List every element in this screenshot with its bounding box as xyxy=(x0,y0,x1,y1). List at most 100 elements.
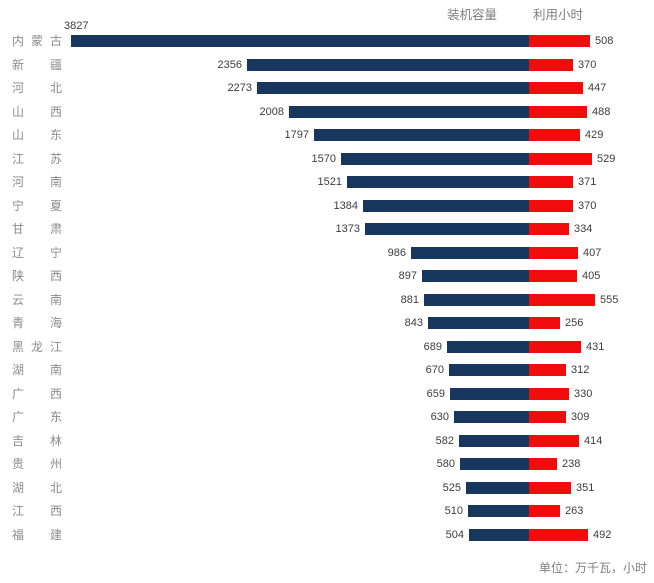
category-label: 江苏 xyxy=(12,152,62,166)
category-char: 西 xyxy=(49,269,62,283)
hours-bar xyxy=(529,529,588,541)
category-char: 苏 xyxy=(49,152,62,166)
capacity-value-label: 510 xyxy=(444,505,463,517)
hours-value-label: 263 xyxy=(565,505,584,517)
category-char: 福 xyxy=(12,528,25,542)
hours-bar xyxy=(529,482,571,494)
capacity-value-label: 670 xyxy=(425,364,444,376)
category-char: 西 xyxy=(49,387,62,401)
hours-bar xyxy=(529,82,583,94)
category-label: 贵州 xyxy=(12,457,62,471)
category-char: 江 xyxy=(12,504,25,518)
hours-bar xyxy=(529,35,590,47)
hours-value-label: 492 xyxy=(593,529,612,541)
legend-capacity-label: 装机容量 xyxy=(447,8,498,22)
capacity-value-label: 580 xyxy=(436,458,455,470)
hours-value-label: 529 xyxy=(597,153,616,165)
hours-value-label: 312 xyxy=(571,364,590,376)
category-char: 肃 xyxy=(49,222,62,236)
capacity-bar xyxy=(468,505,529,517)
hours-value-label: 414 xyxy=(584,435,603,447)
category-char: 湖 xyxy=(12,363,25,377)
capacity-value-label: 2008 xyxy=(259,106,284,118)
capacity-value-label: 582 xyxy=(435,435,454,447)
capacity-value-label: 630 xyxy=(430,411,449,423)
category-char: 河 xyxy=(12,175,25,189)
category-label: 江西 xyxy=(12,504,62,518)
hours-value-label: 508 xyxy=(595,35,614,47)
category-label: 吉林 xyxy=(12,434,62,448)
hours-value-label: 370 xyxy=(578,200,597,212)
category-char: 贵 xyxy=(12,457,25,471)
hours-bar xyxy=(529,411,566,423)
hours-value-label: 447 xyxy=(588,82,607,94)
capacity-value-label: 881 xyxy=(400,294,419,306)
category-label: 青海 xyxy=(12,316,62,330)
hours-bar xyxy=(529,294,595,306)
hours-value-label: 488 xyxy=(592,106,611,118)
category-char: 宁 xyxy=(12,199,25,213)
capacity-value-label: 504 xyxy=(445,529,464,541)
capacity-value-label: 2273 xyxy=(227,82,252,94)
capacity-bar xyxy=(411,247,529,259)
category-char: 山 xyxy=(12,128,25,142)
category-char: 南 xyxy=(49,363,62,377)
capacity-bar xyxy=(449,364,529,376)
hours-bar xyxy=(529,458,557,470)
capacity-bar xyxy=(450,388,529,400)
hours-bar xyxy=(529,505,560,517)
category-char: 江 xyxy=(49,340,62,354)
category-char: 龙 xyxy=(30,340,43,354)
category-label: 福建 xyxy=(12,528,62,542)
category-char: 广 xyxy=(12,410,25,424)
category-char: 东 xyxy=(49,410,62,424)
category-char: 南 xyxy=(49,175,62,189)
hours-bar xyxy=(529,247,578,259)
capacity-bar xyxy=(454,411,529,423)
category-char: 黑 xyxy=(12,340,25,354)
hours-bar xyxy=(529,153,592,165)
capacity-value-label: 986 xyxy=(387,247,406,259)
capacity-bar xyxy=(347,176,529,188)
capacity-value-label: 1797 xyxy=(284,129,309,141)
hours-value-label: 334 xyxy=(574,223,593,235)
category-char: 蒙 xyxy=(30,34,43,48)
category-label: 广西 xyxy=(12,387,62,401)
hours-bar xyxy=(529,59,573,71)
capacity-value-label: 525 xyxy=(442,482,461,494)
category-char: 吉 xyxy=(12,434,25,448)
category-char: 北 xyxy=(49,81,62,95)
capacity-value-label: 689 xyxy=(423,341,442,353)
category-char: 江 xyxy=(12,152,25,166)
category-label: 黑龙江 xyxy=(12,340,62,354)
hours-value-label: 555 xyxy=(600,294,619,306)
hours-value-label: 371 xyxy=(578,176,597,188)
category-label: 湖北 xyxy=(12,481,62,495)
category-char: 南 xyxy=(49,293,62,307)
category-label: 云南 xyxy=(12,293,62,307)
category-char: 新 xyxy=(12,58,25,72)
category-label: 内蒙古 xyxy=(12,34,62,48)
category-label: 辽宁 xyxy=(12,246,62,260)
category-char: 州 xyxy=(49,457,62,471)
category-char: 辽 xyxy=(12,246,25,260)
hours-bar xyxy=(529,435,579,447)
hours-bar xyxy=(529,270,577,282)
capacity-bar xyxy=(314,129,529,141)
category-char: 西 xyxy=(49,105,62,119)
capacity-bar xyxy=(257,82,529,94)
hours-bar xyxy=(529,388,569,400)
category-label: 陕西 xyxy=(12,269,62,283)
hours-value-label: 309 xyxy=(571,411,590,423)
capacity-value-label: 659 xyxy=(426,388,445,400)
category-char: 内 xyxy=(12,34,25,48)
capacity-bar xyxy=(422,270,529,282)
legend-hours-label: 利用小时 xyxy=(533,8,584,22)
hours-value-label: 405 xyxy=(582,270,601,282)
category-char: 山 xyxy=(12,105,25,119)
capacity-value-label: 1570 xyxy=(311,153,336,165)
hours-bar xyxy=(529,317,560,329)
unit-note: 单位：万千瓦，小时 xyxy=(538,561,647,575)
category-char: 古 xyxy=(49,34,62,48)
capacity-bar xyxy=(365,223,529,235)
